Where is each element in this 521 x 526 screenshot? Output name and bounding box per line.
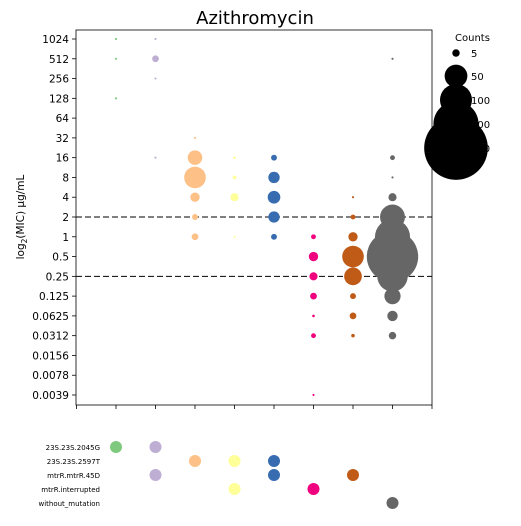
mutation-dot — [228, 455, 241, 467]
mutation-dot — [228, 483, 241, 495]
y-tick-label: 1 — [62, 232, 69, 244]
y-tick-label: 0.0156 — [32, 350, 69, 362]
data-point — [388, 193, 397, 202]
legend-title: Counts — [455, 33, 490, 44]
legend-label: 5 — [471, 49, 477, 60]
data-point — [390, 155, 395, 161]
y-tick-label: 0.0625 — [32, 311, 69, 323]
mutation-dot — [149, 441, 162, 453]
y-tick-label: 16 — [56, 153, 70, 165]
mutation-dot — [268, 455, 280, 467]
y-tick-label: 0.0078 — [32, 370, 69, 382]
y-tick-label: 4 — [62, 192, 69, 204]
y-tick-label: 8 — [62, 172, 69, 184]
y-tick-label: 0.0039 — [32, 390, 69, 402]
data-point — [312, 314, 315, 318]
y-tick-label: 0.0312 — [32, 331, 69, 343]
legend-marker — [452, 49, 460, 57]
y-axis-label: log2(MIC) μg/mL — [15, 174, 29, 259]
data-point — [268, 171, 280, 184]
y-tick-label: 1024 — [42, 34, 69, 46]
data-point — [391, 57, 394, 60]
data-point — [271, 154, 277, 161]
mutation-dot — [268, 469, 280, 481]
data-points — [114, 37, 419, 397]
data-point — [114, 97, 118, 100]
mutation-label: without_mutation — [38, 500, 100, 508]
data-point — [114, 57, 118, 60]
y-tick-label: 64 — [56, 113, 70, 125]
y-tick-label: 0.25 — [46, 271, 69, 283]
data-point — [233, 235, 236, 238]
data-point — [192, 214, 198, 220]
y-tick-label: 0.5 — [52, 252, 69, 264]
mutation-label: 23S.23S.2045G — [46, 444, 100, 452]
data-point — [351, 196, 355, 199]
mutation-dot — [386, 497, 399, 509]
legend-label: 200 — [471, 120, 490, 131]
y-tick-label: 256 — [49, 74, 69, 86]
data-point — [193, 136, 197, 139]
y-tick-label: 32 — [56, 133, 69, 145]
data-point — [232, 175, 237, 180]
y-tick-label: 0.125 — [39, 291, 69, 303]
data-point — [114, 37, 118, 41]
data-point — [384, 288, 401, 305]
data-point — [152, 55, 159, 63]
data-point — [342, 245, 364, 268]
data-point — [230, 193, 239, 202]
mutation-dot — [347, 469, 359, 481]
mutation-label: mtrR.interrupted — [41, 486, 100, 494]
counts-legend: Counts 5 50 100 200 400 — [424, 33, 490, 180]
legend-marker — [444, 64, 468, 88]
y-tick-label: 128 — [49, 93, 69, 105]
y-axis: 0.0039 0.0078 0.0156 0.0312 0.0625 0.125 0.25 0… — [32, 34, 76, 402]
data-point — [233, 156, 236, 159]
threshold-lines — [76, 216, 432, 277]
data-point — [268, 211, 280, 223]
data-point — [267, 190, 281, 204]
data-point — [312, 393, 315, 397]
data-point — [184, 166, 206, 189]
data-point — [351, 333, 355, 338]
mutation-label: 23S.23S.2597T — [47, 458, 101, 466]
data-point — [309, 272, 318, 281]
data-point — [271, 233, 277, 240]
data-point — [388, 331, 397, 340]
x-axis — [76, 405, 433, 409]
y-tick-label: 2 — [62, 212, 69, 224]
y-tick-label: 512 — [49, 54, 69, 66]
data-point — [311, 234, 316, 240]
legend-label: 100 — [471, 96, 490, 107]
mutation-dot — [307, 483, 320, 495]
data-point — [348, 232, 358, 242]
data-point — [350, 214, 356, 220]
data-point — [190, 192, 200, 202]
data-point — [310, 292, 317, 300]
legend-label: 50 — [471, 72, 484, 83]
data-point — [308, 251, 319, 262]
chart-title: Azithromycin — [196, 8, 314, 29]
mutation-matrix: 23S.23S.2045G 23S.23S.2597T mtrR.mtrR.45D m… — [38, 441, 399, 509]
mutation-label: mtrR.mtrR.45D — [47, 472, 100, 480]
data-point — [154, 37, 157, 41]
mutation-dot — [189, 455, 201, 467]
data-point — [187, 150, 203, 165]
legend-marker — [424, 116, 488, 180]
data-point — [154, 156, 157, 159]
data-point — [391, 176, 394, 179]
data-point — [350, 293, 356, 300]
data-point — [387, 310, 398, 322]
data-point — [191, 233, 199, 241]
legend-label: 400 — [471, 144, 490, 155]
mutation-dot — [149, 469, 162, 481]
data-point — [344, 267, 362, 286]
mutation-dot — [110, 441, 122, 453]
data-point — [377, 261, 408, 292]
data-point — [311, 333, 316, 339]
data-point — [349, 312, 357, 320]
data-point — [154, 77, 157, 80]
